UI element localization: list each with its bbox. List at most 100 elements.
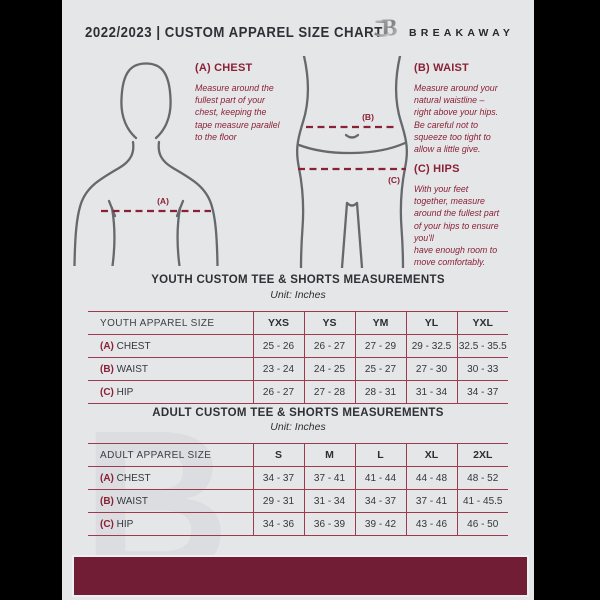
cell: 29 - 31 — [252, 489, 304, 513]
row-label-text: WAIST — [116, 363, 148, 375]
cell: 25 - 26 — [252, 334, 304, 358]
cell: 46 - 50 — [456, 512, 508, 536]
chest-guide: (A) CHEST Measure around the fullest par… — [195, 62, 307, 143]
cell: 34 - 36 — [252, 512, 304, 536]
svg-text:B: B — [381, 14, 397, 41]
hips-guide: (C) HIPS With your feet together, measur… — [414, 163, 534, 268]
adult-col-s: S — [252, 443, 304, 467]
cell: 41 - 45.5 — [456, 489, 508, 513]
waist-marker-label: (B) — [362, 112, 374, 122]
adult-hip-row: (C) HIP 34 - 36 36 - 39 39 - 42 43 - 46 … — [88, 512, 508, 536]
cell: 24 - 25 — [303, 357, 355, 381]
left-inner-leg-line — [340, 201, 349, 268]
adult-size-table: ADULT APPAREL SIZE S M L XL 2XL (A) CHES… — [88, 443, 508, 536]
left-shoulder-arm-outline — [73, 140, 135, 266]
adult-section-title: ADULT CUSTOM TEE & SHORTS MEASUREMENTS — [152, 407, 444, 419]
row-prefix: (C) — [100, 386, 114, 398]
cell: 39 - 42 — [354, 512, 406, 536]
cell: 41 - 44 — [354, 466, 406, 490]
cell: 37 - 41 — [405, 489, 457, 513]
cell: 27 - 28 — [303, 380, 355, 404]
row-prefix: (B) — [100, 495, 114, 507]
row-label-text: CHEST — [116, 340, 151, 352]
size-chart-page: B 2022/2023 | CUSTOM APPAREL SIZE CHART … — [62, 0, 534, 600]
adult-unit-label: Unit: Inches — [270, 421, 326, 433]
hips-marker-label: (C) — [388, 175, 400, 185]
row-prefix: (C) — [100, 518, 114, 530]
adult-waist-row: (B) WAIST 29 - 31 31 - 34 34 - 37 37 - 4… — [88, 489, 508, 513]
youth-size-header-cell: YOUTH APPAREL SIZE — [88, 311, 253, 335]
cell: 31 - 34 — [303, 489, 355, 513]
adult-col-m: M — [303, 443, 355, 467]
youth-col-yxs: YXS — [252, 311, 304, 335]
cell: 34 - 37 — [354, 489, 406, 513]
cell: 37 - 41 — [303, 466, 355, 490]
right-armpit-tick — [175, 199, 185, 218]
hips-diagram: (B) (C) — [295, 56, 409, 268]
adult-waist-label-cell: (B) WAIST — [88, 489, 253, 513]
youth-hip-row: (C) HIP 26 - 27 27 - 28 28 - 31 31 - 34 … — [88, 380, 508, 404]
cell: 25 - 27 — [354, 357, 406, 381]
adult-col-xl: XL — [405, 443, 457, 467]
right-inner-leg-line — [355, 201, 364, 268]
cell: 27 - 30 — [405, 357, 457, 381]
right-shoulder-arm-outline — [157, 140, 219, 266]
row-prefix: (B) — [100, 363, 114, 375]
chest-guide-body: Measure around the fullest part of your … — [195, 83, 280, 142]
adult-chest-label-cell: (A) CHEST — [88, 466, 253, 490]
cell: 34 - 37 — [456, 380, 508, 404]
cell: 31 - 34 — [405, 380, 457, 404]
cell: 26 - 27 — [252, 380, 304, 404]
cell: 44 - 48 — [405, 466, 457, 490]
cell: 28 - 31 — [354, 380, 406, 404]
breakaway-b-logo-icon: B — [374, 14, 397, 41]
torso-diagram: (A) — [73, 62, 219, 266]
hips-guide-body: With your feet together, measure around … — [414, 184, 500, 268]
adult-col-2xl: 2XL — [456, 443, 508, 467]
row-label-text: CHEST — [116, 472, 151, 484]
adult-size-header-cell: ADULT APPAREL SIZE — [88, 443, 253, 467]
chest-guide-heading: (A) CHEST — [195, 62, 253, 74]
cell: 48 - 52 — [456, 466, 508, 490]
youth-waist-label-cell: (B) WAIST — [88, 357, 253, 381]
youth-section-title: YOUTH CUSTOM TEE & SHORTS MEASUREMENTS — [151, 274, 445, 286]
cell: 23 - 24 — [252, 357, 304, 381]
youth-size-table: YOUTH APPAREL SIZE YXS YS YM YL YXL (A) … — [88, 311, 508, 404]
adult-header-row: ADULT APPAREL SIZE S M L XL 2XL — [88, 443, 508, 467]
waist-guide-heading: (B) WAIST — [414, 62, 469, 74]
left-armpit-tick — [107, 199, 117, 218]
waistband-curve — [297, 141, 407, 155]
cell: 34 - 37 — [252, 466, 304, 490]
brand-name: BREAKAWAY — [409, 27, 515, 39]
adult-chest-row: (A) CHEST 34 - 37 37 - 41 41 - 44 44 - 4… — [88, 466, 508, 490]
crotch-curve — [345, 201, 359, 207]
adult-hip-label-cell: (C) HIP — [88, 512, 253, 536]
cell: 26 - 27 — [303, 334, 355, 358]
cell: 32.5 - 35.5 — [456, 334, 508, 358]
row-label-text: HIP — [116, 518, 134, 530]
row-label-text: HIP — [116, 386, 134, 398]
row-label-text: WAIST — [116, 495, 148, 507]
page-title: 2022/2023 | CUSTOM APPAREL SIZE CHART — [85, 24, 383, 41]
row-prefix: (A) — [100, 472, 114, 484]
cell: 27 - 29 — [354, 334, 406, 358]
cell: 29 - 32.5 — [405, 334, 457, 358]
youth-col-yxl: YXL — [456, 311, 508, 335]
youth-col-yl: YL — [405, 311, 457, 335]
head-outline — [120, 62, 172, 140]
youth-header-row: YOUTH APPAREL SIZE YXS YS YM YL YXL — [88, 311, 508, 335]
youth-unit-label: Unit: Inches — [270, 289, 326, 301]
chest-marker-label: (A) — [157, 196, 169, 206]
right-body-outline — [394, 56, 409, 268]
youth-waist-row: (B) WAIST 23 - 24 24 - 25 25 - 27 27 - 3… — [88, 357, 508, 381]
youth-chest-row: (A) CHEST 25 - 26 26 - 27 27 - 29 29 - 3… — [88, 334, 508, 358]
youth-hip-label-cell: (C) HIP — [88, 380, 253, 404]
adult-col-l: L — [354, 443, 406, 467]
youth-col-ys: YS — [303, 311, 355, 335]
row-prefix: (A) — [100, 340, 114, 352]
waist-guide: (B) WAIST Measure around your natural wa… — [414, 62, 526, 155]
youth-chest-label-cell: (A) CHEST — [88, 334, 253, 358]
navel-mark — [344, 133, 360, 139]
cell: 36 - 39 — [303, 512, 355, 536]
